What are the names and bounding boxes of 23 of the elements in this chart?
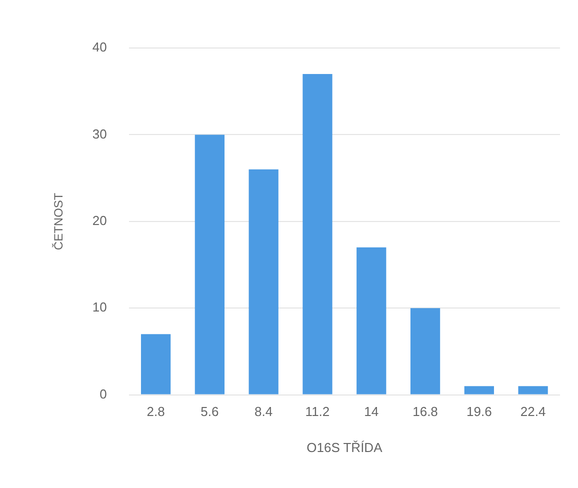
bar (194, 134, 225, 394)
x-axis-title: O16S TŘÍDA (306, 440, 383, 455)
x-tick-label: 19.6 (466, 404, 492, 420)
x-tick-label: 8.4 (254, 404, 273, 420)
bar (356, 247, 386, 394)
y-tick-label: 10 (92, 300, 107, 315)
bar (248, 169, 278, 394)
y-axis-title: ČETNOST (52, 192, 66, 250)
x-tick-label: 5.6 (200, 404, 219, 420)
x-tick-label: 11.2 (305, 404, 330, 420)
y-tick-label: 20 (92, 212, 107, 228)
bar (302, 74, 332, 394)
bar (410, 308, 440, 394)
y-tick-label: 40 (92, 40, 107, 55)
bar (464, 386, 494, 394)
y-tick-label: 30 (92, 126, 107, 142)
x-tick-label: 22.4 (520, 404, 546, 420)
bar (140, 334, 171, 394)
x-tick-label: 16.8 (412, 404, 438, 420)
x-tick-label: 2.8 (146, 404, 165, 420)
x-tick-label: 14 (364, 404, 379, 420)
y-tick-label: 0 (100, 386, 107, 402)
bar (518, 386, 548, 394)
